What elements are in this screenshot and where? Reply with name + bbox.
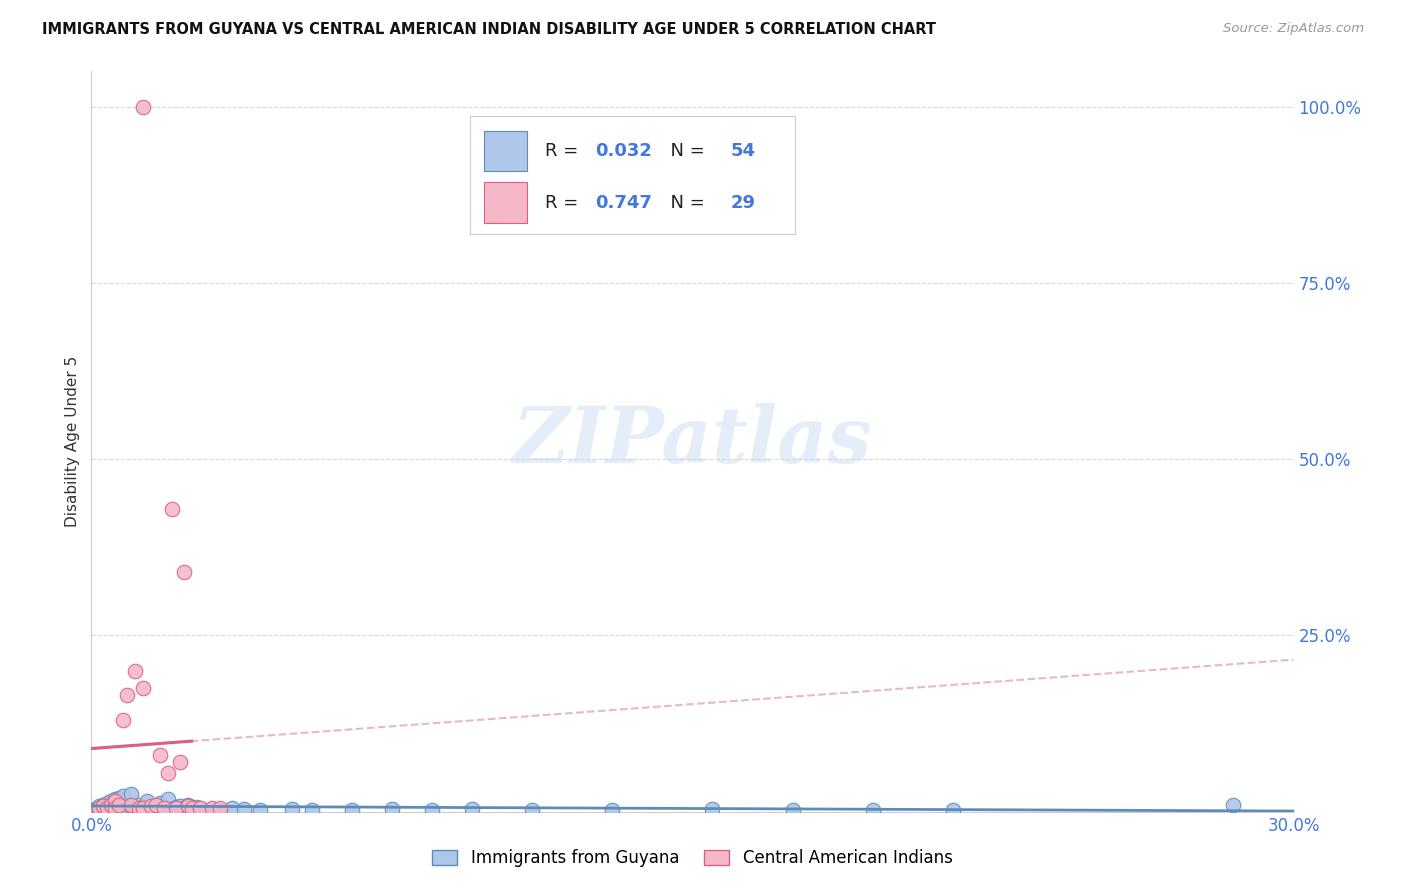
Point [112,713,135,727]
Point [165,801,187,815]
Point [104,792,127,806]
Point [221,801,243,815]
Point [381,802,404,816]
Point [141,799,163,814]
Point [89,801,111,815]
Point [702,802,724,816]
Point [96,797,118,811]
Point [152,801,174,815]
Text: 0.032: 0.032 [595,142,652,160]
Point [132,801,155,815]
Point [104,801,127,815]
Point [148,748,170,763]
Point [201,801,224,815]
Point [232,802,254,816]
Text: N =: N = [659,194,710,211]
Point [136,794,159,808]
Point [208,803,231,817]
Point [89,799,111,814]
Point [112,789,135,804]
Point [862,803,884,817]
Point [148,797,170,811]
Point [188,801,211,815]
Legend: Immigrants from Guyana, Central American Indians: Immigrants from Guyana, Central American… [426,842,959,874]
Point [121,799,143,814]
Point [121,797,143,812]
Point [461,802,484,816]
Point [180,802,202,816]
Point [169,799,191,814]
Point [145,797,167,812]
Point [100,794,122,808]
Point [156,766,179,780]
Point [208,801,231,815]
Point [165,800,187,814]
Point [89,803,111,817]
Point [201,802,224,816]
Point [249,803,271,817]
Point [180,801,202,815]
Text: Source: ZipAtlas.com: Source: ZipAtlas.com [1223,22,1364,36]
Point [93,801,115,815]
Y-axis label: Disability Age Under 5: Disability Age Under 5 [65,356,80,527]
Point [156,792,179,806]
Point [104,794,127,808]
Point [152,801,174,815]
Point [141,802,163,816]
Point [176,797,198,812]
Point [184,800,207,814]
Text: 54: 54 [731,142,756,160]
Point [132,100,155,114]
Text: ZIPatlas: ZIPatlas [513,403,872,480]
Point [160,501,183,516]
Point [96,801,118,815]
Point [132,800,155,814]
Point [121,787,143,801]
Point [942,803,965,817]
Point [100,797,122,812]
Point [169,756,191,770]
Point [124,801,146,815]
FancyBboxPatch shape [485,183,527,223]
Point [420,803,443,817]
Point [281,802,304,816]
Point [112,799,135,814]
Point [145,799,167,814]
Point [340,803,363,817]
Point [173,565,195,579]
Point [1222,797,1244,812]
Point [188,801,211,815]
Point [160,802,183,816]
Point [128,801,150,815]
Point [117,689,139,703]
Point [602,803,624,817]
Point [124,664,146,678]
Point [128,797,150,812]
Point [522,803,544,817]
Text: N =: N = [659,142,710,160]
Point [84,802,107,816]
Point [96,802,118,816]
Point [176,799,198,814]
Point [782,803,804,817]
Text: R =: R = [544,142,583,160]
Point [132,681,155,696]
Text: 29: 29 [731,194,756,211]
Point [93,797,115,812]
Text: 0.747: 0.747 [595,194,652,211]
Point [117,803,139,817]
FancyBboxPatch shape [485,130,527,171]
Point [173,801,195,815]
Point [108,797,131,812]
Text: IMMIGRANTS FROM GUYANA VS CENTRAL AMERICAN INDIAN DISABILITY AGE UNDER 5 CORRELA: IMMIGRANTS FROM GUYANA VS CENTRAL AMERIC… [42,22,936,37]
FancyBboxPatch shape [470,116,794,235]
Point [108,801,131,815]
Point [108,790,131,805]
Point [100,800,122,814]
Point [104,802,127,816]
Point [93,799,115,814]
Point [301,803,323,817]
Text: R =: R = [544,194,583,211]
